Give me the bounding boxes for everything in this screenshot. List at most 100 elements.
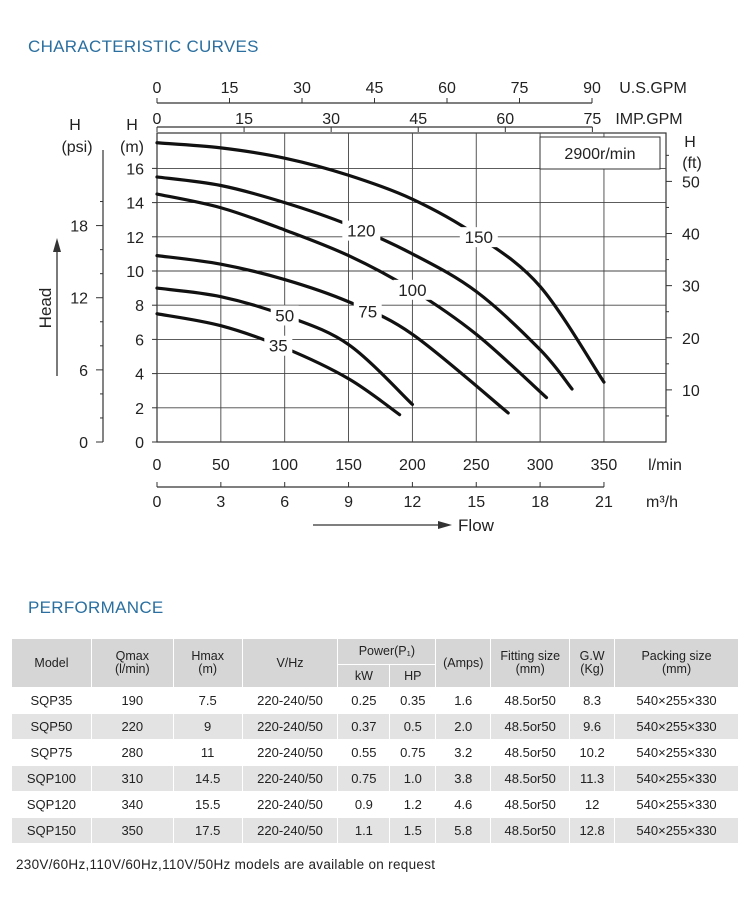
y-tick-label-psi: 0 xyxy=(79,435,88,452)
y-tick-label-m: 16 xyxy=(126,161,144,178)
y-tick-label-m: 12 xyxy=(126,230,144,247)
table-cell: 9 xyxy=(172,713,243,740)
y-tick-label-m: 2 xyxy=(135,401,144,418)
x-tick-label-impgpm: 75 xyxy=(583,111,601,128)
y-tick-label-psi: 18 xyxy=(70,219,88,236)
speed-label-box xyxy=(539,136,661,170)
table-cell: 3.8 xyxy=(435,765,492,792)
table-cell: 350 xyxy=(90,817,174,844)
x-unit-impgpm: IMP.GPM xyxy=(615,111,682,128)
curve-label-bg xyxy=(270,305,299,326)
speed-label: 2900r/min xyxy=(564,146,635,163)
curve-label-100: 100 xyxy=(398,281,426,300)
table-cell: 220-240/50 xyxy=(241,739,339,766)
x-tick-label-impgpm: 60 xyxy=(496,111,514,128)
y-tick-label-ft: 10 xyxy=(682,383,700,400)
x-unit-usgpm: U.S.GPM xyxy=(619,80,687,97)
table-cell: 1.5 xyxy=(389,817,437,844)
flow-arrow-head xyxy=(438,521,452,529)
x-tick-label-lmin: 200 xyxy=(399,457,426,474)
header-packing: Packing size (mm) xyxy=(614,638,739,688)
table-cell: 0.5 xyxy=(389,713,437,740)
table-cell: 540×255×330 xyxy=(614,687,739,714)
x-tick-label-lmin: 300 xyxy=(527,457,554,474)
x-tick-label-lmin: 350 xyxy=(591,457,618,474)
table-cell: 48.5or50 xyxy=(490,765,571,792)
x-tick-label-usgpm: 90 xyxy=(583,80,601,97)
table-cell: 48.5or50 xyxy=(490,687,571,714)
table-cell: 48.5or50 xyxy=(490,713,571,740)
x-tick-label-impgpm: 15 xyxy=(235,111,253,128)
curve-label-75: 75 xyxy=(358,303,377,322)
x-tick-label-m3h: 0 xyxy=(153,494,162,511)
y-axis-label-head: Head xyxy=(36,288,55,329)
table-cell: 1.2 xyxy=(389,791,437,818)
table-cell: 4.6 xyxy=(435,791,492,818)
x-tick-label-lmin: 0 xyxy=(153,457,162,474)
table-cell: 48.5or50 xyxy=(490,817,571,844)
x-tick-label-usgpm: 45 xyxy=(366,80,384,97)
x-tick-label-m3h: 18 xyxy=(531,494,549,511)
table-cell: 1.0 xyxy=(389,765,437,792)
table-row: SQP100 310 14.5 220-240/50 0.75 1.0 3.8 48.5or5… xyxy=(11,765,739,792)
header-gw: G.W (Kg) xyxy=(569,638,616,688)
y-tick-label-ft: 40 xyxy=(682,227,700,244)
table-cell: 0.35 xyxy=(389,687,437,714)
table-cell: 12.8 xyxy=(569,817,616,844)
y-axis-unit-m: (m) xyxy=(120,139,144,156)
header-vhz: V/Hz xyxy=(241,638,339,688)
x-tick-label-m3h: 3 xyxy=(216,494,225,511)
x-tick-label-m3h: 12 xyxy=(404,494,422,511)
table-cell: 0.37 xyxy=(337,713,391,740)
curve-120 xyxy=(155,175,574,391)
table-cell: 220-240/50 xyxy=(241,713,339,740)
curve-label-bg xyxy=(342,220,381,241)
table-row: SQP150 350 17.5 220-240/50 1.1 1.5 5.8 48.5or50… xyxy=(11,817,739,844)
y-tick-label-ft: 50 xyxy=(682,174,700,191)
y-tick-label-ft: 30 xyxy=(682,279,700,296)
header-power: Power(P₁) xyxy=(337,638,437,665)
table-cell: 0.25 xyxy=(337,687,391,714)
x-tick-label-m3h: 9 xyxy=(344,494,353,511)
table-cell: SQP150 xyxy=(11,817,92,844)
curve-75 xyxy=(155,254,510,415)
curve-150 xyxy=(155,141,606,384)
table-cell: 5.8 xyxy=(435,817,492,844)
x-unit-lmin: l/min xyxy=(648,457,682,474)
curves-section-title: CHARACTERISTIC CURVES xyxy=(28,37,259,56)
table-cell: 1.6 xyxy=(435,687,492,714)
table-cell: 540×255×330 xyxy=(614,713,739,740)
head-arrow-head xyxy=(53,238,61,252)
table-cell: SQP50 xyxy=(11,713,92,740)
table-cell: SQP75 xyxy=(11,739,92,766)
y-axis-unit-ft: (ft) xyxy=(682,155,702,172)
table-cell: 220-240/50 xyxy=(241,687,339,714)
x-tick-label-impgpm: 30 xyxy=(322,111,340,128)
y-tick-label-psi: 12 xyxy=(70,291,88,308)
table-cell: 9.6 xyxy=(569,713,616,740)
table-cell: 540×255×330 xyxy=(614,739,739,766)
table-cell: 540×255×330 xyxy=(614,765,739,792)
x-tick-label-m3h: 15 xyxy=(467,494,485,511)
y-axis-title-ft: H xyxy=(684,134,696,151)
header-hp: HP xyxy=(389,664,437,688)
table-cell: 12 xyxy=(569,791,616,818)
footnote: 230V/60Hz,110V/60Hz,110V/50Hz models are… xyxy=(16,857,436,872)
table-cell: 0.75 xyxy=(389,739,437,766)
table-cell: 220 xyxy=(90,713,174,740)
y-tick-label-psi: 6 xyxy=(79,363,88,380)
x-tick-label-lmin: 150 xyxy=(335,457,362,474)
table-cell: 0.75 xyxy=(337,765,391,792)
table-row: SQP75 280 11 220-240/50 0.55 0.75 3.2 48.5or50 1… xyxy=(11,739,739,766)
x-tick-label-m3h: 6 xyxy=(280,494,289,511)
table-cell: SQP35 xyxy=(11,687,92,714)
y-tick-label-m: 10 xyxy=(126,264,144,281)
table-cell: 340 xyxy=(90,791,174,818)
table-cell: 14.5 xyxy=(172,765,243,792)
x-axis-label-flow: Flow xyxy=(458,516,495,535)
table-cell: 540×255×330 xyxy=(614,817,739,844)
x-tick-label-usgpm: 75 xyxy=(511,80,529,97)
header-fitting: Fitting size (mm) xyxy=(490,638,571,688)
curve-label-35: 35 xyxy=(269,337,288,356)
curve-label-120: 120 xyxy=(347,222,375,241)
